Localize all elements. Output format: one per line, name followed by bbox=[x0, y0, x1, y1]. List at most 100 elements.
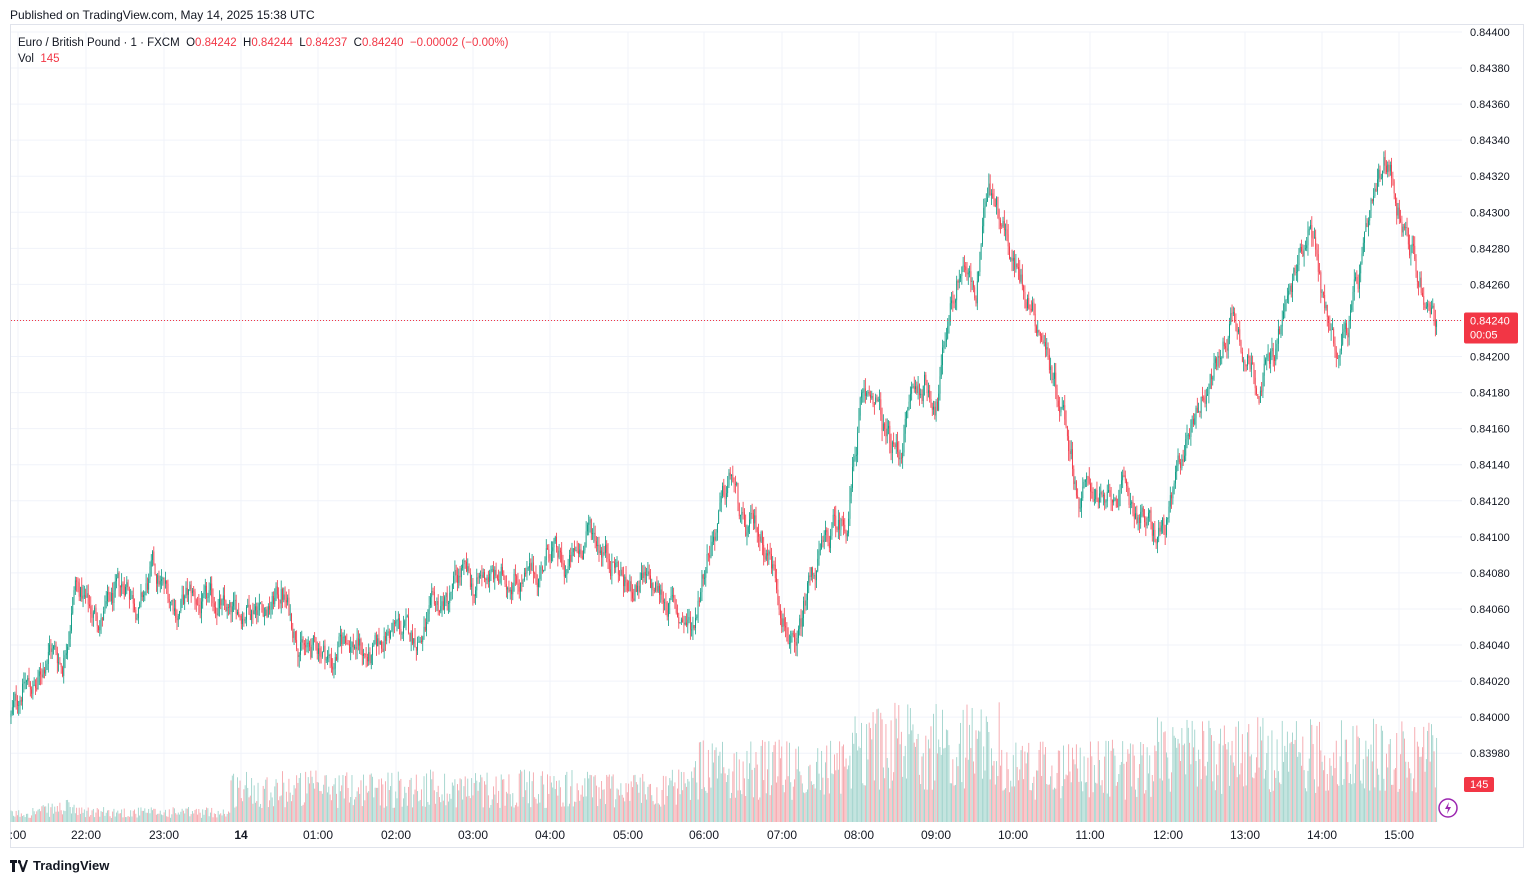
volume-bar bbox=[74, 813, 76, 822]
volume-bar bbox=[912, 724, 914, 822]
volume-bar bbox=[274, 786, 276, 822]
candle-body bbox=[777, 589, 779, 600]
candle-body bbox=[1023, 286, 1025, 292]
volume-bar bbox=[706, 792, 708, 822]
candle-body bbox=[776, 578, 777, 590]
y-tick-label: 0.84000 bbox=[1470, 712, 1510, 724]
chart-frame bbox=[10, 24, 1524, 848]
candle-body bbox=[753, 513, 754, 524]
candle-body bbox=[1198, 411, 1199, 413]
candle-body bbox=[154, 564, 156, 575]
volume-bar bbox=[473, 783, 475, 822]
volume-bar bbox=[159, 810, 161, 822]
volume-bar bbox=[1154, 745, 1156, 822]
volume-bar bbox=[396, 798, 398, 822]
candle-body bbox=[1139, 517, 1140, 524]
volume-bar bbox=[1226, 749, 1228, 822]
candle-body bbox=[418, 641, 420, 643]
volume-bar bbox=[1283, 761, 1284, 822]
volume-bar bbox=[397, 771, 399, 822]
candle-body bbox=[222, 595, 224, 600]
candle-body bbox=[683, 622, 685, 625]
candle-body bbox=[740, 515, 741, 517]
candle-body bbox=[1276, 343, 1278, 349]
volume-bar bbox=[1436, 737, 1438, 822]
candle-body bbox=[394, 622, 395, 624]
volume-bar bbox=[379, 805, 381, 822]
candle-body bbox=[321, 651, 323, 657]
volume-bar bbox=[975, 730, 977, 822]
volume-bar bbox=[364, 800, 366, 822]
volume-bar bbox=[894, 702, 896, 822]
candle-body bbox=[1010, 258, 1012, 260]
volume-bar bbox=[599, 798, 601, 822]
volume-bar bbox=[231, 775, 233, 822]
volume-bar bbox=[915, 746, 916, 822]
candle-body bbox=[1149, 510, 1151, 513]
candle-body bbox=[1310, 225, 1311, 229]
volume-bar bbox=[1274, 770, 1275, 822]
volume-bar bbox=[907, 704, 909, 822]
volume-bar bbox=[1002, 790, 1004, 822]
candle-body bbox=[1317, 254, 1319, 272]
candle-body bbox=[1396, 202, 1398, 216]
candle-body bbox=[715, 532, 717, 541]
candle-body bbox=[114, 581, 116, 591]
volume-bar bbox=[370, 773, 372, 822]
candle-body bbox=[1329, 322, 1331, 331]
volume-bar bbox=[1083, 756, 1085, 822]
candle-body bbox=[937, 401, 938, 411]
candle-body bbox=[702, 574, 704, 579]
volume-bar bbox=[1100, 785, 1102, 822]
candle-body bbox=[818, 550, 820, 559]
volume-bar bbox=[222, 809, 224, 822]
volume-bar bbox=[390, 786, 392, 822]
lightning-icon[interactable] bbox=[1438, 798, 1458, 818]
candle-body bbox=[1064, 405, 1066, 420]
volume-bar bbox=[1270, 792, 1272, 822]
candle-body bbox=[1304, 248, 1306, 250]
volume-bar bbox=[1304, 788, 1306, 822]
candle-body bbox=[257, 610, 259, 616]
candle-body bbox=[152, 551, 153, 561]
volume-bar bbox=[1317, 786, 1319, 822]
volume-bar bbox=[494, 794, 496, 822]
candle-body bbox=[372, 645, 373, 656]
candle-body bbox=[1411, 243, 1413, 247]
candle-body bbox=[809, 575, 811, 578]
volume-bar bbox=[1376, 768, 1378, 822]
candle-body bbox=[489, 573, 491, 582]
candle-body bbox=[243, 618, 245, 621]
volume-bar bbox=[1326, 773, 1328, 822]
x-tick-label: 15:00 bbox=[1384, 828, 1414, 842]
candle-body bbox=[351, 642, 353, 648]
candle-body bbox=[969, 271, 970, 273]
tradingview-brand[interactable]: TradingView bbox=[10, 858, 109, 873]
candle-body bbox=[392, 622, 394, 630]
candle-body bbox=[1267, 352, 1269, 358]
volume-bar bbox=[348, 802, 350, 822]
candle-body bbox=[485, 579, 487, 581]
candle-body bbox=[109, 594, 111, 602]
candle-body bbox=[558, 550, 560, 558]
volume-bar bbox=[679, 794, 681, 822]
candle-body bbox=[1061, 407, 1063, 409]
volume-bar bbox=[338, 775, 340, 822]
volume-bar bbox=[166, 816, 168, 822]
candle-body bbox=[1136, 513, 1138, 524]
volume-bar bbox=[439, 797, 440, 822]
candle-body bbox=[834, 514, 835, 516]
candle-body bbox=[992, 193, 994, 199]
volume-bar bbox=[662, 775, 664, 822]
candle-body bbox=[576, 550, 578, 552]
volume-bar bbox=[543, 784, 545, 822]
volume-bar bbox=[1187, 727, 1189, 822]
candle-body bbox=[656, 582, 658, 592]
candle-body bbox=[487, 577, 489, 582]
volume-bar bbox=[246, 771, 247, 822]
candle-body bbox=[514, 573, 516, 576]
volume-bar bbox=[1099, 760, 1100, 822]
volume-bar bbox=[143, 810, 144, 822]
volume-bar bbox=[435, 803, 437, 822]
